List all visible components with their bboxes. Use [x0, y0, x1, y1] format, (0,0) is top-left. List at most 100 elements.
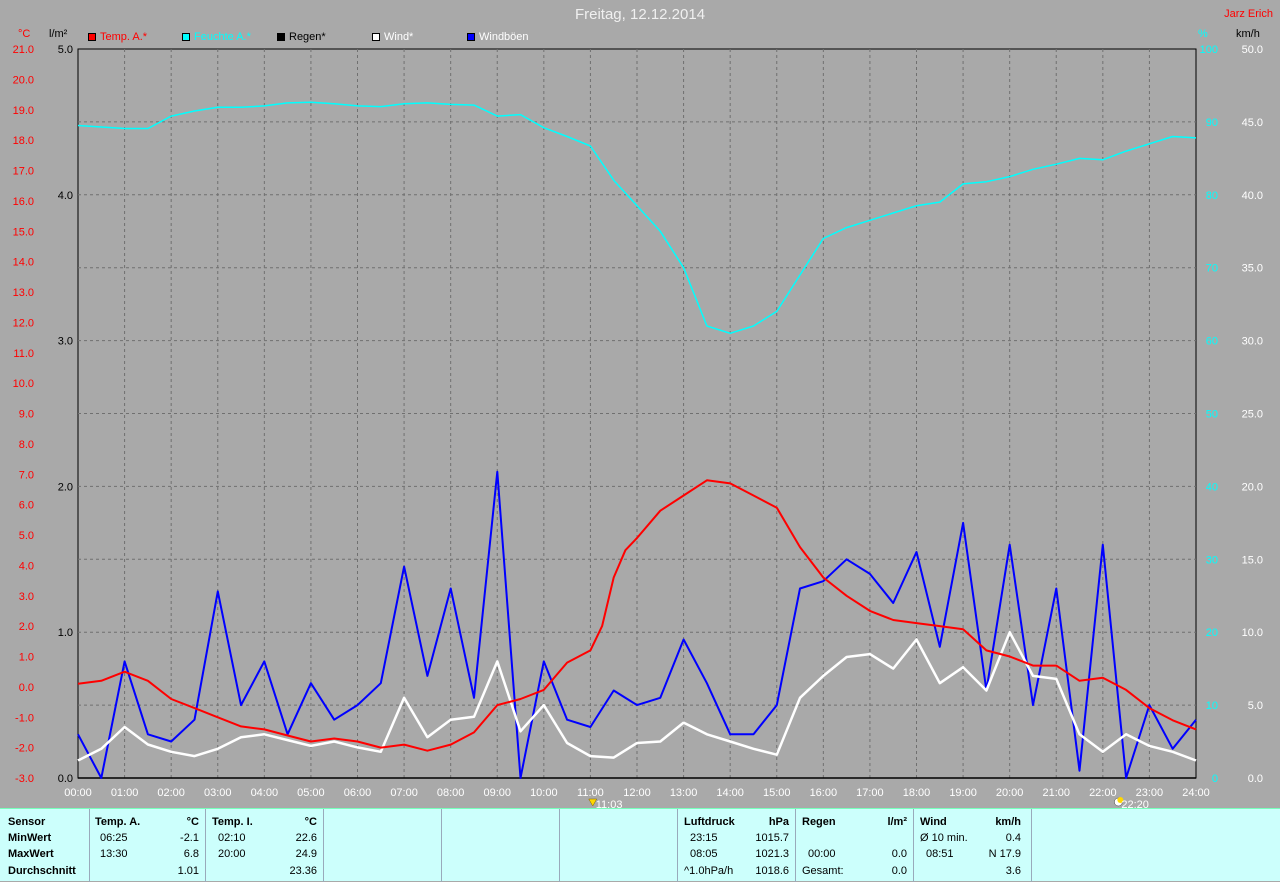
x-tick-label: 20:00	[996, 787, 1024, 799]
x-tick-label: 08:00	[437, 787, 465, 799]
y-humidity-tick-label: 50	[1206, 409, 1218, 421]
y-temp-tick-label: 8.0	[19, 439, 34, 451]
y-humidity-tick-label: 10	[1206, 700, 1218, 712]
x-tick-label: 06:00	[344, 787, 372, 799]
y-rain-tick-label: 3.0	[58, 336, 73, 348]
y-temp-tick-label: 13.0	[13, 287, 34, 299]
y-temp-tick-label: 3.0	[19, 591, 34, 603]
wind-avg-value: 3.6	[1005, 865, 1021, 877]
rain-total-label: Gesamt:	[802, 865, 844, 877]
temp-unit-label: °C	[18, 28, 31, 40]
series-lines	[77, 101, 1197, 779]
y-wind-tick-label: 20.0	[1242, 481, 1263, 493]
pressure-max-time: 08:05	[690, 848, 718, 860]
y-humidity-tick-label: 90	[1206, 117, 1218, 129]
chart-title: Freitag, 12.12.2014	[574, 6, 706, 23]
x-tick-label: 15:00	[763, 787, 791, 799]
legend-temp-a: Temp. A.*	[88, 31, 147, 43]
y-temp-tick-label: 6.0	[19, 500, 34, 512]
y-humidity-tick-label: 80	[1206, 190, 1218, 202]
x-tick-label: 10:00	[530, 787, 558, 799]
pressure-trend-label: ^1.0hPa/h	[684, 865, 734, 877]
x-tick-label: 09:00	[483, 787, 511, 799]
temp-i-max-time: 20:00	[218, 848, 246, 860]
summary-sensor: Sensor MinWert MaxWert Durchschnitt	[0, 809, 90, 882]
y-temp-tick-label: 19.0	[13, 105, 34, 117]
legend-label: Wind*	[384, 31, 414, 43]
y-temp-tick-label: 9.0	[19, 409, 34, 421]
y-temp-tick-label: 7.0	[19, 469, 34, 481]
legend-swatch	[277, 33, 285, 41]
x-tick-label: 24:00	[1182, 787, 1210, 799]
y-humidity-tick-label: 20	[1206, 627, 1218, 639]
y-wind-tick-label: 40.0	[1242, 190, 1263, 202]
temp-i-avg-value: 23.36	[289, 865, 317, 877]
wind-min-label: Ø 10 min.	[920, 832, 968, 844]
y-temp-tick-label: 11.0	[13, 348, 34, 360]
summary-temp-a: Temp. A. °C 06:25 -2.1 13:30 6.8 1.01	[90, 809, 206, 882]
x-tick-label: 04:00	[251, 787, 279, 799]
temp-a-min-value: -2.1	[180, 832, 199, 844]
x-tick-label: 17:00	[856, 787, 884, 799]
wind-unit-label: km/h	[1236, 28, 1260, 40]
y-rain-tick-label: 1.0	[58, 627, 73, 639]
summary-empty-3	[560, 809, 678, 882]
y-temp-tick-label: 4.0	[19, 560, 34, 572]
y-temp-tick-label: 16.0	[13, 196, 34, 208]
x-tick-label: 14:00	[716, 787, 744, 799]
legend-label: Temp. A.*	[100, 31, 148, 43]
y-humidity-tick-label: 70	[1206, 263, 1218, 275]
y-temp-tick-label: 10.0	[13, 378, 34, 390]
x-tick-label: 03:00	[204, 787, 232, 799]
pressure-max-value: 1021.3	[755, 848, 789, 860]
temp-a-line	[77, 479, 1197, 752]
y-rain-tick-label: 4.0	[58, 190, 73, 202]
x-tick-label: 21:00	[1042, 787, 1070, 799]
rain-header: Regen	[802, 816, 836, 828]
summary-pressure: Luftdruck hPa 23:15 1015.7 08:05 1021.3 …	[678, 809, 796, 882]
y-rain-tick-label: 0.0	[58, 773, 73, 785]
summary-wind: Wind km/h Ø 10 min. 0.4 08:51 N 17.9 3.6	[914, 809, 1032, 882]
temp-a-max-time: 13:30	[100, 848, 128, 860]
temp-a-min-time: 06:25	[100, 832, 128, 844]
rain-max-time: 00:00	[808, 848, 836, 860]
legend-swatch	[372, 33, 380, 41]
summary-panel: Sensor MinWert MaxWert Durchschnitt Temp…	[0, 808, 1280, 882]
summary-temp-i: Temp. I. °C 02:10 22.6 20:00 24.9 23.36	[206, 809, 324, 882]
temp-i-unit: °C	[304, 816, 317, 828]
y-humidity-tick-label: 40	[1206, 481, 1218, 493]
y-temp-tick-label: 15.0	[13, 226, 34, 238]
y-wind-tick-label: 15.0	[1242, 554, 1263, 566]
temp-i-min-value: 22.6	[295, 832, 317, 844]
humidity-unit-label: %	[1198, 28, 1208, 40]
legend-label: Windböen	[479, 31, 529, 43]
x-tick-label: 01:00	[111, 787, 139, 799]
x-tick-label: 12:00	[623, 787, 651, 799]
y-temp-tick-label: 14.0	[13, 257, 34, 269]
rain-total-value: 0.0	[891, 865, 907, 877]
legend-wind: Wind*	[372, 31, 413, 43]
gust-line	[77, 470, 1197, 779]
pressure-unit: hPa	[768, 816, 789, 828]
temp-a-avg-value: 1.01	[177, 865, 199, 877]
temp-i-min-time: 02:10	[218, 832, 246, 844]
y-wind-tick-label: 30.0	[1242, 336, 1263, 348]
y-wind-tick-label: 50.0	[1242, 44, 1263, 56]
pressure-min-value: 1015.7	[755, 832, 789, 844]
legend-gusts: Windböen	[467, 31, 529, 43]
x-tick-label: 22:00	[1089, 787, 1117, 799]
y-wind-tick-label: 35.0	[1242, 263, 1263, 275]
wind-max-value: N 17.9	[988, 848, 1021, 860]
row-label-min: MinWert	[8, 832, 52, 844]
time-markers: 11:03 22:20	[588, 797, 1149, 808]
y-humidity-tick-label: 30	[1206, 554, 1218, 566]
rain-unit: l/m²	[887, 816, 907, 828]
wind-header: Wind	[920, 816, 947, 828]
x-tick-label: 19:00	[949, 787, 977, 799]
x-tick-label: 16:00	[810, 787, 838, 799]
y-temp-tick-label: 5.0	[19, 530, 34, 542]
y-temp-tick-label: 18.0	[13, 135, 34, 147]
pressure-min-time: 23:15	[690, 832, 718, 844]
sensor-header: Sensor	[8, 816, 46, 828]
y-temp-tick-label: 17.0	[13, 166, 34, 178]
